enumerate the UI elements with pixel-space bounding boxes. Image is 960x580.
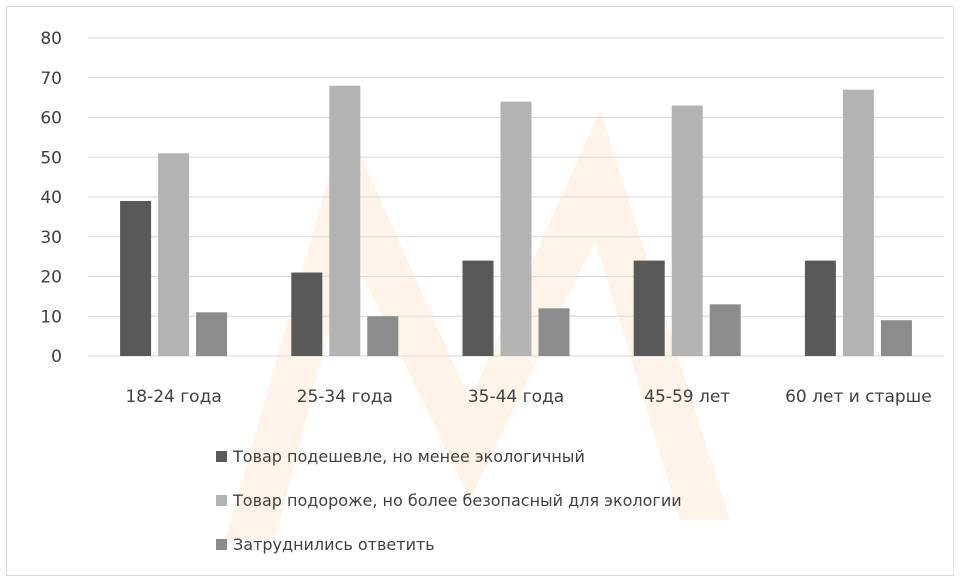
x-tick-label: 25-34 года bbox=[297, 387, 393, 407]
x-tick-label: 18-24 года bbox=[125, 387, 221, 407]
y-tick-label: 80 bbox=[40, 29, 62, 49]
bar-2-1 bbox=[158, 153, 190, 356]
legend-swatch bbox=[216, 495, 227, 506]
bar-2-5 bbox=[842, 89, 874, 357]
bar-2-4 bbox=[671, 105, 703, 356]
bar-2-2 bbox=[329, 85, 361, 356]
y-tick-label: 50 bbox=[40, 148, 62, 168]
y-tick-label: 20 bbox=[40, 268, 62, 288]
y-tick-label: 70 bbox=[40, 69, 62, 89]
y-tick-label: 60 bbox=[40, 109, 62, 129]
x-tick-label: 45-59 лет bbox=[644, 387, 730, 407]
x-tick-label: 60 лет и старше bbox=[785, 387, 932, 407]
bar-1-4 bbox=[633, 260, 665, 356]
y-tick-label: 30 bbox=[40, 228, 62, 248]
legend-label: Товар подороже, но более безопасный для … bbox=[232, 491, 682, 510]
legend-swatch bbox=[216, 451, 227, 462]
y-tick-label: 10 bbox=[40, 307, 62, 327]
bar-3-3 bbox=[538, 308, 570, 356]
bar-3-4 bbox=[709, 304, 741, 356]
y-axis: 0 10 20 30 40 50 60 70 80 bbox=[40, 29, 62, 367]
y-tick-label: 0 bbox=[51, 347, 62, 367]
x-axis: 18-24 года 25-34 года 35-44 года 45-59 лет 6… bbox=[125, 387, 931, 407]
bar-1-2 bbox=[291, 272, 323, 356]
y-tick-label: 40 bbox=[40, 188, 62, 208]
x-tick-label: 35-44 года bbox=[468, 387, 564, 407]
bar-1-3 bbox=[462, 260, 494, 356]
legend-label: Товар подешевле, но менее экологичный bbox=[232, 447, 585, 466]
bar-1-5 bbox=[804, 260, 836, 356]
legend-swatch bbox=[216, 539, 227, 550]
bar-2-3 bbox=[500, 101, 532, 356]
bar-1-1 bbox=[120, 200, 152, 356]
bars bbox=[120, 85, 912, 357]
legend-label: Затруднились ответить bbox=[233, 535, 435, 554]
legend: Товар подешевле, но менее экологичный Тов… bbox=[216, 447, 682, 554]
bar-3-5 bbox=[880, 320, 912, 356]
bar-3-1 bbox=[196, 312, 228, 356]
bar-3-2 bbox=[367, 316, 399, 356]
